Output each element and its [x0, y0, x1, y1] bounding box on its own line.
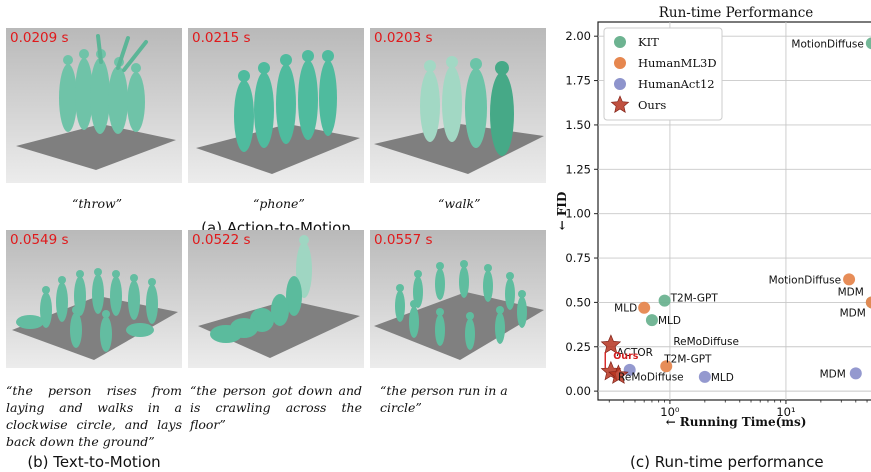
legend-marker-ours [610, 95, 630, 113]
text-panel-circle: 0.0557 s [370, 230, 546, 368]
annotation-label: ReMoDiffuse [618, 371, 684, 383]
x-axis-label: ← Running Time(ms) [666, 415, 807, 429]
y-tick-label: 1.75 [565, 74, 591, 88]
walk-motion-render [370, 28, 546, 183]
x-tick-label: 10¹ [776, 405, 795, 419]
text-caption-crawl: “the person got down and is crawling acr… [190, 383, 362, 432]
humanml3d-point [865, 296, 871, 309]
crawl-motion-render [188, 230, 364, 368]
legend-marker-kit [614, 36, 626, 48]
y-tick-label: 0.25 [565, 340, 591, 354]
legend-entry-humanact12: HumanAct12 [638, 77, 715, 91]
legend-entry-ours: Ours [638, 98, 666, 112]
action-caption-throw: “throw” [72, 196, 123, 211]
action-time-phone: 0.0215 s [192, 30, 251, 46]
throw-motion-render [6, 28, 182, 183]
action-time-walk: 0.0203 s [374, 30, 433, 46]
text-panel-rises: 0.0549 s [6, 230, 182, 368]
point-label: MLD [614, 303, 637, 315]
annotation-label: ReMoDiffuse [673, 336, 739, 348]
point-label: T2M-GPT [663, 353, 712, 365]
x-tick-label: 10⁰ [660, 405, 680, 419]
point-label: MDM [820, 368, 846, 380]
point-label: MotionDiffuse [791, 38, 863, 50]
kit-point [645, 314, 658, 327]
action-panel-throw: 0.0209 s [6, 28, 182, 183]
y-tick-label: 1.50 [565, 118, 591, 132]
y-tick-label: 1.00 [565, 207, 591, 221]
text-panel-crawl: 0.0522 s [188, 230, 364, 368]
humanml3d-point [660, 360, 673, 373]
point-label: T2M-GPT [670, 293, 719, 305]
humanact12-point [849, 367, 862, 380]
action-panel-walk: 0.0203 s [370, 28, 546, 183]
legend-entry-humanml3d: HumanML3D [638, 56, 717, 70]
text-caption-circle: “the person run in a circle” [380, 383, 508, 415]
chart-title: Run-time Performance [659, 5, 814, 21]
legend-box [603, 27, 723, 121]
ours-star-point [600, 334, 622, 354]
text-to-motion-label: (b) Text-to-Motion [27, 453, 161, 471]
y-tick-label: 1.25 [565, 162, 591, 176]
text-time-rises: 0.0549 s [10, 232, 69, 248]
point-label: MDM [840, 307, 866, 319]
point-label: MDM [838, 286, 864, 298]
rises-motion-render [6, 230, 182, 368]
text-time-circle: 0.0557 s [374, 232, 433, 248]
humanact12-point [698, 370, 711, 383]
humanml3d-point [638, 301, 651, 314]
kit-point [658, 294, 671, 307]
y-tick-label: 0.00 [565, 384, 591, 398]
kit-point [865, 37, 871, 50]
action-caption-phone: “phone” [253, 196, 305, 211]
point-label: MLD [711, 372, 734, 384]
y-tick-label: 2.00 [565, 29, 591, 43]
point-label: MLD [658, 315, 681, 327]
y-axis-label: ← FID [555, 192, 569, 231]
runtime-performance-label: (c) Run-time performance [630, 453, 824, 471]
humanml3d-point [843, 273, 856, 286]
legend-marker-humanml3d [614, 57, 626, 69]
runtime-chart: 0.00 0.25 0.50 0.75 1.00 1.25 1.50 1.75 2.00 10⁰ 1… [555, 5, 871, 429]
point-label: MotionDiffuse [769, 274, 841, 286]
circle-run-motion-render [370, 230, 546, 368]
y-tick-label: 0.50 [565, 295, 591, 309]
action-caption-walk: “walk” [438, 196, 481, 211]
legend-entry-kit: KIT [638, 35, 659, 49]
action-time-throw: 0.0209 s [10, 30, 69, 46]
legend-marker-humanact12 [614, 78, 626, 90]
text-caption-rises: “the person rises from laying and walks … [6, 383, 182, 449]
ours-star-point [608, 364, 629, 384]
annotation-label: Ours [613, 351, 639, 362]
action-panel-phone: 0.0215 s [188, 28, 364, 183]
text-time-crawl: 0.0522 s [192, 232, 251, 248]
point-label: ACTOR [617, 347, 653, 359]
y-tick-label: 0.75 [565, 251, 591, 265]
phone-motion-render [188, 28, 364, 183]
